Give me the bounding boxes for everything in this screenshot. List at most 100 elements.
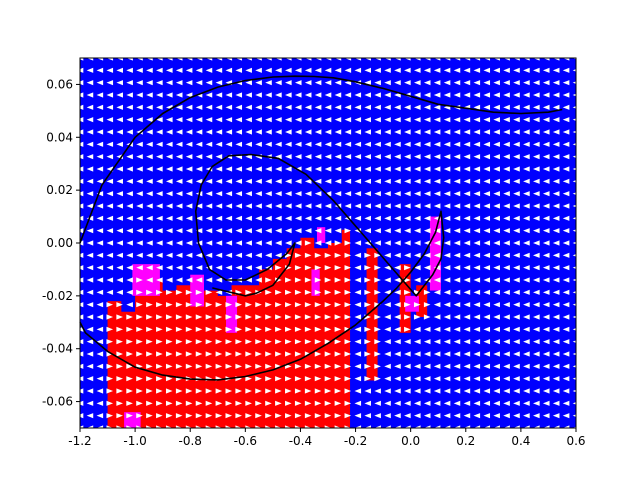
push-left-arrow [165,203,173,209]
push-left-arrow [513,413,520,419]
push-right-arrow [116,363,123,369]
push-left-arrow [513,80,520,86]
push-right-arrow [146,314,153,320]
push-left-arrow [156,191,163,197]
push-left-arrow [394,314,401,320]
push-left-arrow [86,154,94,160]
push-left-arrow [394,302,401,308]
push-left-arrow [384,413,391,419]
push-left-arrow [443,302,451,308]
push-left-arrow [503,376,510,382]
push-left-arrow [473,400,481,406]
push-left-arrow [96,302,104,308]
push-left-arrow [404,400,411,406]
push-left-arrow [255,129,262,135]
push-right-arrow [304,240,312,246]
push-left-arrow [413,154,421,160]
push-left-arrow [533,80,540,86]
push-left-arrow [165,154,173,160]
push-left-arrow [86,376,94,382]
push-left-arrow [523,203,530,209]
push-left-arrow [215,166,223,172]
push-left-arrow [384,191,391,197]
push-left-arrow [96,289,104,295]
push-left-arrow [225,252,233,258]
push-right-arrow [205,413,213,419]
push-left-arrow [156,215,163,221]
push-right-arrow [364,277,371,283]
push-left-arrow [513,178,520,184]
push-left-arrow [205,154,213,160]
push-left-arrow [106,104,114,110]
push-left-arrow [384,376,391,382]
push-right-arrow [235,314,243,320]
push-right-arrow [225,326,233,332]
push-left-arrow [205,215,213,221]
push-left-arrow [235,203,243,209]
push-left-arrow [364,92,371,98]
push-right-arrow [294,314,302,320]
push-right-arrow [265,363,272,369]
push-right-arrow [146,363,153,369]
push-right-arrow [334,252,342,258]
push-left-arrow [116,191,123,197]
push-left-arrow [562,363,570,369]
push-left-arrow [96,117,104,123]
push-left-arrow [374,400,381,406]
push-left-arrow [384,252,391,258]
push-left-arrow [285,104,292,110]
push-left-arrow [443,314,451,320]
push-left-arrow [205,178,213,184]
push-right-arrow [215,388,223,394]
push-left-arrow [165,129,173,135]
push-left-arrow [404,166,411,172]
push-left-arrow [523,191,530,197]
push-left-arrow [156,141,163,147]
push-left-arrow [533,228,540,234]
push-left-arrow [175,215,183,221]
push-right-arrow [185,289,193,295]
push-left-arrow [275,92,282,98]
push-right-arrow [275,289,282,295]
push-left-arrow [513,388,520,394]
push-left-arrow [136,166,143,172]
push-right-arrow [146,351,153,357]
push-left-arrow [542,178,550,184]
push-right-arrow [106,351,114,357]
push-left-arrow [275,191,282,197]
push-left-arrow [453,129,461,135]
push-left-arrow [562,351,570,357]
push-left-arrow [265,80,272,86]
push-left-arrow [225,104,233,110]
push-left-arrow [443,240,451,246]
push-left-arrow [96,141,104,147]
push-left-arrow [96,178,104,184]
push-right-arrow [146,326,153,332]
push-left-arrow [443,92,451,98]
push-right-arrow [423,302,431,308]
push-left-arrow [533,215,540,221]
push-left-arrow [106,203,114,209]
push-left-arrow [96,252,104,258]
push-left-arrow [96,154,104,160]
push-left-arrow [86,92,94,98]
push-right-arrow [324,326,332,332]
push-left-arrow [334,228,342,234]
push-left-arrow [384,67,391,73]
push-left-arrow [334,215,342,221]
push-left-arrow [513,289,520,295]
push-left-arrow [533,67,540,73]
push-right-arrow [304,265,312,271]
push-right-arrow [245,388,252,394]
push-left-arrow [503,302,510,308]
push-right-arrow [413,314,421,320]
push-left-arrow [433,92,441,98]
push-left-arrow [215,104,223,110]
push-left-arrow [542,141,550,147]
push-right-arrow [314,252,322,258]
push-left-arrow [136,203,143,209]
push-left-arrow [542,215,550,221]
push-right-arrow [146,289,153,295]
push-left-arrow [106,92,114,98]
push-left-arrow [562,277,570,283]
